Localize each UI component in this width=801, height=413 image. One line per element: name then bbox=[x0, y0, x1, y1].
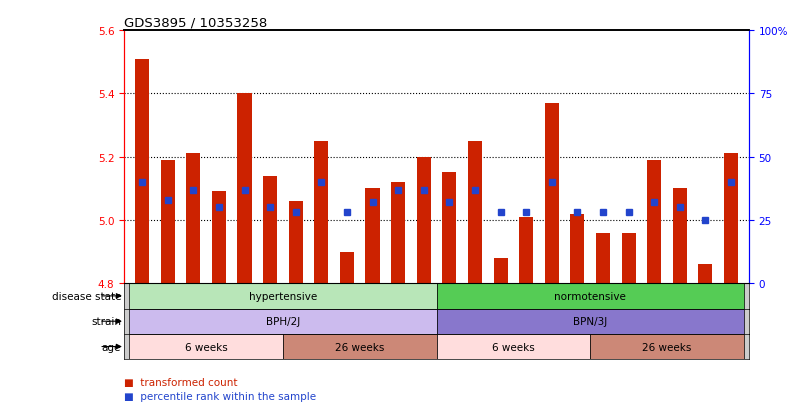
Bar bbox=[237, 94, 252, 284]
Text: 6 weeks: 6 weeks bbox=[185, 342, 227, 352]
Text: hypertensive: hypertensive bbox=[249, 291, 317, 301]
Text: BPH/2J: BPH/2J bbox=[266, 316, 300, 326]
Bar bbox=[437, 334, 590, 359]
Text: BPN/3J: BPN/3J bbox=[573, 316, 607, 326]
Bar bbox=[519, 217, 533, 284]
Text: 26 weeks: 26 weeks bbox=[642, 342, 692, 352]
Bar bbox=[698, 265, 712, 284]
Bar bbox=[135, 59, 149, 284]
Bar bbox=[622, 233, 636, 284]
Bar bbox=[129, 284, 437, 309]
Bar bbox=[263, 176, 277, 284]
Bar bbox=[161, 160, 175, 284]
Text: age: age bbox=[102, 342, 121, 352]
Text: ■  transformed count: ■ transformed count bbox=[124, 377, 238, 387]
Bar bbox=[545, 104, 559, 284]
Bar bbox=[673, 189, 686, 284]
Text: 6 weeks: 6 weeks bbox=[492, 342, 535, 352]
Bar bbox=[724, 154, 738, 284]
Bar bbox=[437, 309, 744, 334]
Bar bbox=[283, 334, 437, 359]
Bar bbox=[314, 142, 328, 284]
Bar bbox=[493, 258, 508, 284]
Bar bbox=[340, 252, 354, 284]
Bar bbox=[129, 309, 437, 334]
Bar bbox=[129, 334, 283, 359]
Text: ■  percentile rank within the sample: ■ percentile rank within the sample bbox=[124, 392, 316, 401]
Bar bbox=[590, 334, 744, 359]
Bar bbox=[647, 160, 662, 284]
Text: normotensive: normotensive bbox=[554, 291, 626, 301]
Bar bbox=[442, 173, 457, 284]
Bar bbox=[365, 189, 380, 284]
Text: disease state: disease state bbox=[51, 291, 121, 301]
Bar bbox=[288, 202, 303, 284]
Bar bbox=[187, 154, 200, 284]
Text: 26 weeks: 26 weeks bbox=[335, 342, 384, 352]
Bar bbox=[391, 183, 405, 284]
Bar bbox=[437, 284, 744, 309]
Text: GDS3895 / 10353258: GDS3895 / 10353258 bbox=[124, 17, 268, 30]
Bar bbox=[468, 142, 482, 284]
Bar bbox=[570, 214, 585, 284]
Text: strain: strain bbox=[91, 316, 121, 326]
Bar bbox=[596, 233, 610, 284]
Bar bbox=[211, 192, 226, 284]
Bar bbox=[417, 157, 431, 284]
